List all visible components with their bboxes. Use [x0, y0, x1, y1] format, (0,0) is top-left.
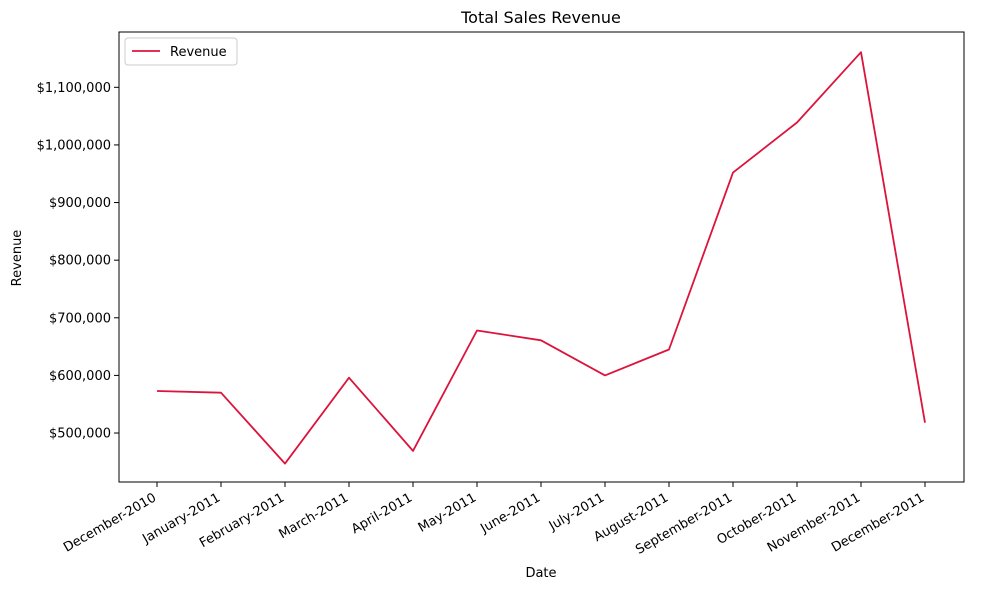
y-axis-label: Revenue	[10, 230, 25, 287]
chart-title: Total Sales Revenue	[460, 8, 621, 27]
series-line-revenue	[156, 51, 926, 465]
y-tick-label: $600,000	[49, 369, 111, 384]
x-tick-label: March-2011	[276, 490, 351, 542]
y-tick-label: $500,000	[49, 427, 111, 442]
x-tick-label: June-2011	[477, 490, 543, 537]
x-tick-label: December-2010	[61, 490, 159, 555]
x-tick-label: May-2011	[416, 490, 479, 535]
y-tick-label: $1,100,000	[37, 81, 111, 96]
y-tick-label: $900,000	[49, 196, 111, 211]
x-axis: December-2010January-2011February-2011Ma…	[61, 482, 927, 558]
legend-label: Revenue	[170, 45, 227, 60]
y-tick-label: $1,000,000	[37, 138, 111, 153]
series-layer	[156, 51, 926, 465]
legend-box	[124, 37, 238, 66]
y-tick-label: $700,000	[49, 311, 111, 326]
y-axis: $500,000 $600,000 $700,000 $800,000 $900,000…	[37, 81, 119, 442]
legend: Revenue	[124, 37, 238, 66]
x-axis-label: Date	[525, 566, 556, 581]
y-tick-label: $800,000	[49, 254, 111, 269]
plot-area-frame	[118, 31, 965, 483]
x-tick-label: April-2011	[349, 490, 415, 537]
